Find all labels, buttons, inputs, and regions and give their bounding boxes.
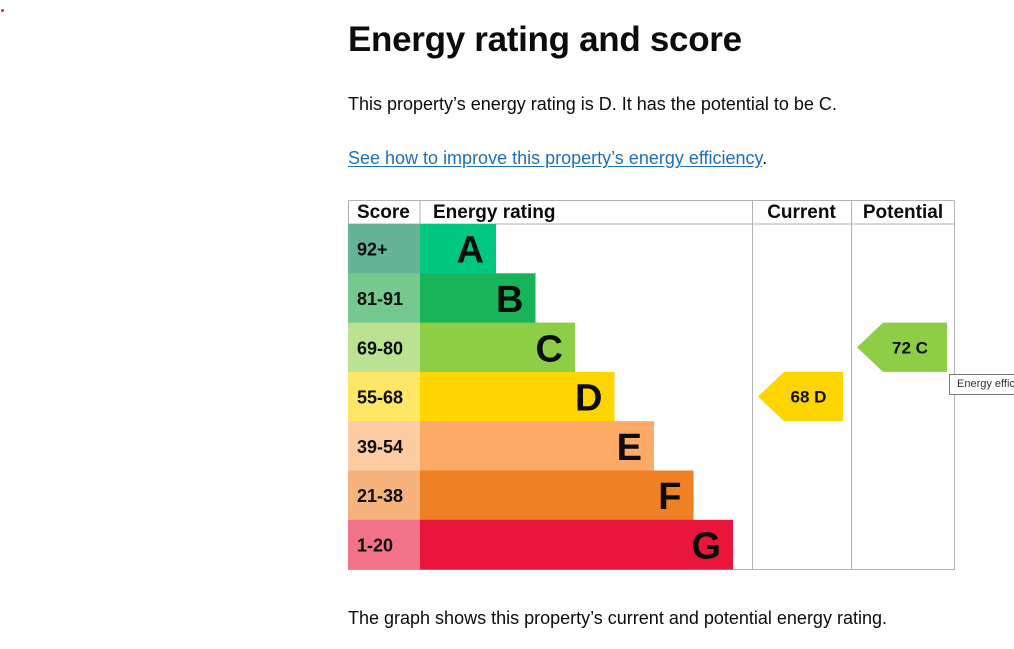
potential-rating-arrow: [857, 322, 947, 372]
energy-rating-chart: Score Energy rating Current Potential 92+ A 81…: [348, 200, 955, 570]
rating-letter-b: B: [496, 279, 523, 321]
score-cell-d: [348, 371, 420, 422]
score-cell-c: [348, 322, 420, 373]
score-cell-a: [348, 224, 420, 274]
rating-bar-e: [420, 421, 654, 471]
page-title: Energy rating and score: [348, 20, 742, 59]
header-current: Current: [767, 202, 836, 223]
potential-rating-label: 72 C: [892, 338, 928, 357]
current-rating-label: 68 D: [791, 388, 827, 407]
header-score: Score: [357, 202, 410, 223]
chart-tooltip: Energy efficiency: [949, 374, 1014, 395]
score-label-g: 1-20: [357, 535, 393, 555]
score-label-e: 39-54: [357, 437, 403, 457]
score-label-c: 69-80: [357, 338, 403, 358]
rating-bar-d: [420, 371, 615, 422]
current-rating-arrow: [758, 371, 843, 422]
epc-graph-svg: Score Energy rating Current Potential 92+ A 81…: [348, 200, 955, 570]
score-label-f: 21-38: [357, 486, 403, 506]
rating-bar-a: [420, 224, 496, 274]
header-potential: Potential: [863, 202, 943, 223]
rating-bar-g: [420, 519, 733, 570]
score-cell-f: [348, 470, 420, 521]
rating-letter-c: C: [536, 328, 563, 370]
rating-letter-e: E: [617, 427, 642, 469]
header-energy-rating: Energy rating: [433, 202, 555, 223]
graph-description: The graph shows this property’s current …: [348, 608, 887, 628]
rating-letter-f: F: [658, 476, 681, 518]
improve-link-line: See how to improve this property’s energ…: [348, 147, 767, 169]
score-label-a: 92+: [357, 240, 388, 260]
score-cell-b: [348, 273, 420, 324]
rating-letter-a: A: [457, 230, 484, 272]
score-cell-g: [348, 519, 420, 570]
rating-bar-b: [420, 273, 536, 324]
rating-bar-c: [420, 322, 575, 373]
improve-efficiency-link[interactable]: See how to improve this property’s energ…: [348, 148, 763, 168]
rating-letter-g: G: [691, 525, 721, 567]
score-label-d: 55-68: [357, 388, 403, 408]
score-label-b: 81-91: [357, 289, 403, 309]
rating-summary: This property’s energy rating is D. It h…: [348, 94, 837, 114]
rating-letter-d: D: [575, 378, 602, 420]
score-cell-e: [348, 421, 420, 471]
red-dot-marker: [1, 9, 4, 12]
rating-bar-f: [420, 470, 694, 521]
link-suffix: .: [762, 148, 768, 168]
